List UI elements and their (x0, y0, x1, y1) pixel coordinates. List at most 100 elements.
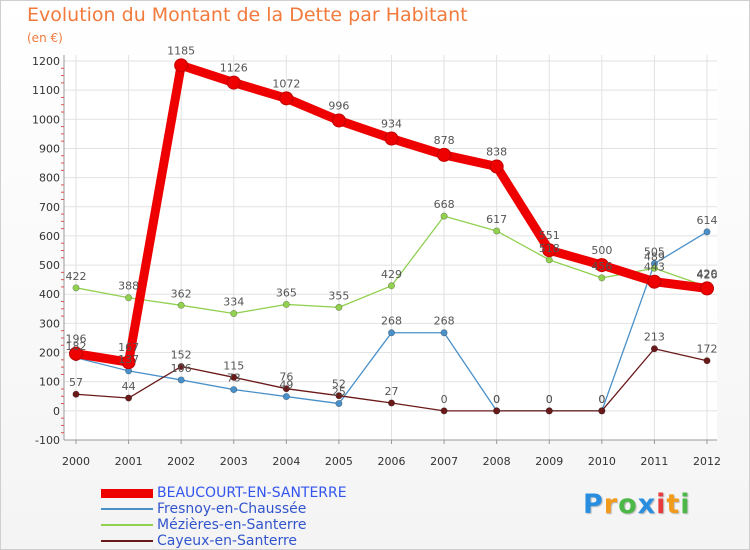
y-tick-label: 100 (39, 376, 60, 389)
data-label-2: 518 (539, 242, 560, 255)
series-point-0 (279, 91, 294, 106)
x-tick-label: 2000 (62, 455, 90, 468)
series-point-3 (282, 385, 290, 393)
series-point-0 (594, 258, 609, 273)
series-point-0 (437, 147, 452, 162)
data-label-1: 614 (697, 214, 718, 227)
series-point-1 (335, 400, 343, 408)
series-point-2 (545, 256, 553, 264)
data-label-2: 668 (434, 198, 455, 211)
logo-letter: i (656, 489, 667, 520)
data-label-3: 172 (697, 343, 718, 356)
legend-swatch (101, 508, 153, 510)
data-label-3: 115 (223, 359, 244, 372)
series-point-1 (177, 376, 185, 384)
data-label-1: 0 (546, 393, 553, 406)
data-label-2: 362 (171, 287, 192, 300)
legend-label: Cayeux-en-Santerre (157, 533, 298, 549)
data-label-1: 25 (332, 386, 346, 399)
legend-label: Mézières-en-Santerre (157, 517, 307, 533)
data-label-1: 106 (171, 362, 192, 375)
data-label-2: 456 (591, 260, 612, 273)
data-label-1: 268 (434, 315, 455, 328)
series-point-1 (703, 228, 711, 236)
proxiti-logo: Proxiti (583, 489, 691, 520)
legend-swatch (101, 540, 153, 542)
data-label-1: 73 (227, 372, 241, 385)
logo-letter: r (603, 489, 619, 520)
data-label-1: 505 (644, 246, 665, 259)
plot-area (64, 55, 717, 440)
data-label-0: 551 (539, 229, 560, 242)
logo-letter: x (637, 489, 657, 520)
data-label-0: 500 (591, 244, 612, 257)
x-tick-label: 2003 (220, 455, 248, 468)
y-tick-label: 500 (39, 259, 60, 272)
series-point-2 (230, 309, 238, 317)
logo-letter: P (583, 489, 604, 520)
x-tick-label: 2005 (325, 455, 353, 468)
series-point-2 (125, 294, 133, 302)
y-tick-label: 0 (53, 405, 60, 418)
series-point-3 (703, 357, 711, 365)
data-label-3: 152 (171, 349, 192, 362)
data-label-0: 878 (434, 134, 455, 147)
x-tick-label: 2004 (272, 455, 300, 468)
data-label-3: 0 (546, 393, 553, 406)
data-label-1: 137 (118, 353, 139, 366)
chart-subtitle: (en €) (27, 31, 63, 45)
series-point-2 (335, 303, 343, 311)
series-point-2 (282, 300, 290, 308)
data-label-0: 196 (66, 333, 87, 346)
series-point-0 (121, 355, 136, 370)
x-tick-label: 2001 (115, 455, 143, 468)
data-label-1: 0 (493, 393, 500, 406)
data-label-2: 334 (223, 295, 244, 308)
x-tick-label: 2009 (535, 455, 563, 468)
series-point-3 (598, 407, 606, 415)
x-tick-label: 2012 (693, 455, 721, 468)
series-point-0 (331, 113, 346, 128)
series-point-3 (177, 363, 185, 371)
legend-label: BEAUCOURT-EN-SANTERRE (157, 485, 347, 501)
series-point-3 (387, 399, 395, 407)
data-label-3: 57 (69, 376, 83, 389)
data-label-2: 422 (66, 270, 87, 283)
series-point-2 (387, 282, 395, 290)
series-point-3 (545, 407, 553, 415)
legend-swatch (101, 524, 153, 526)
data-label-3: 52 (332, 378, 346, 391)
data-label-3: 27 (385, 385, 399, 398)
data-label-2: 355 (328, 289, 349, 302)
data-label-3: 0 (598, 393, 605, 406)
data-label-2: 429 (381, 268, 402, 281)
data-label-3: 76 (279, 371, 293, 384)
y-tick-label: 1000 (32, 113, 60, 126)
data-label-1: 0 (598, 393, 605, 406)
series-point-1 (230, 386, 238, 394)
data-label-3: 0 (493, 393, 500, 406)
data-label-0: 167 (118, 341, 139, 354)
series-point-3 (440, 407, 448, 415)
data-label-3: 213 (644, 331, 665, 344)
data-label-0: 1126 (220, 62, 248, 75)
y-tick-label: 200 (39, 347, 60, 360)
series-point-2 (650, 264, 658, 272)
series-point-3 (493, 407, 501, 415)
data-label-2: 365 (276, 286, 297, 299)
series-point-1 (282, 393, 290, 401)
data-label-0: 1072 (272, 77, 300, 90)
y-tick-label: 1200 (32, 55, 60, 68)
series-point-0 (226, 75, 241, 90)
data-label-3: 44 (122, 380, 136, 393)
series-point-1 (440, 329, 448, 337)
data-label-2: 388 (118, 280, 139, 293)
legend-label: Fresnoy-en-Chaussée (157, 501, 307, 517)
x-tick-label: 2010 (588, 455, 616, 468)
data-label-0: 420 (697, 267, 718, 280)
series-point-3 (72, 390, 80, 398)
series-point-0 (489, 159, 504, 174)
series-point-2 (440, 212, 448, 220)
